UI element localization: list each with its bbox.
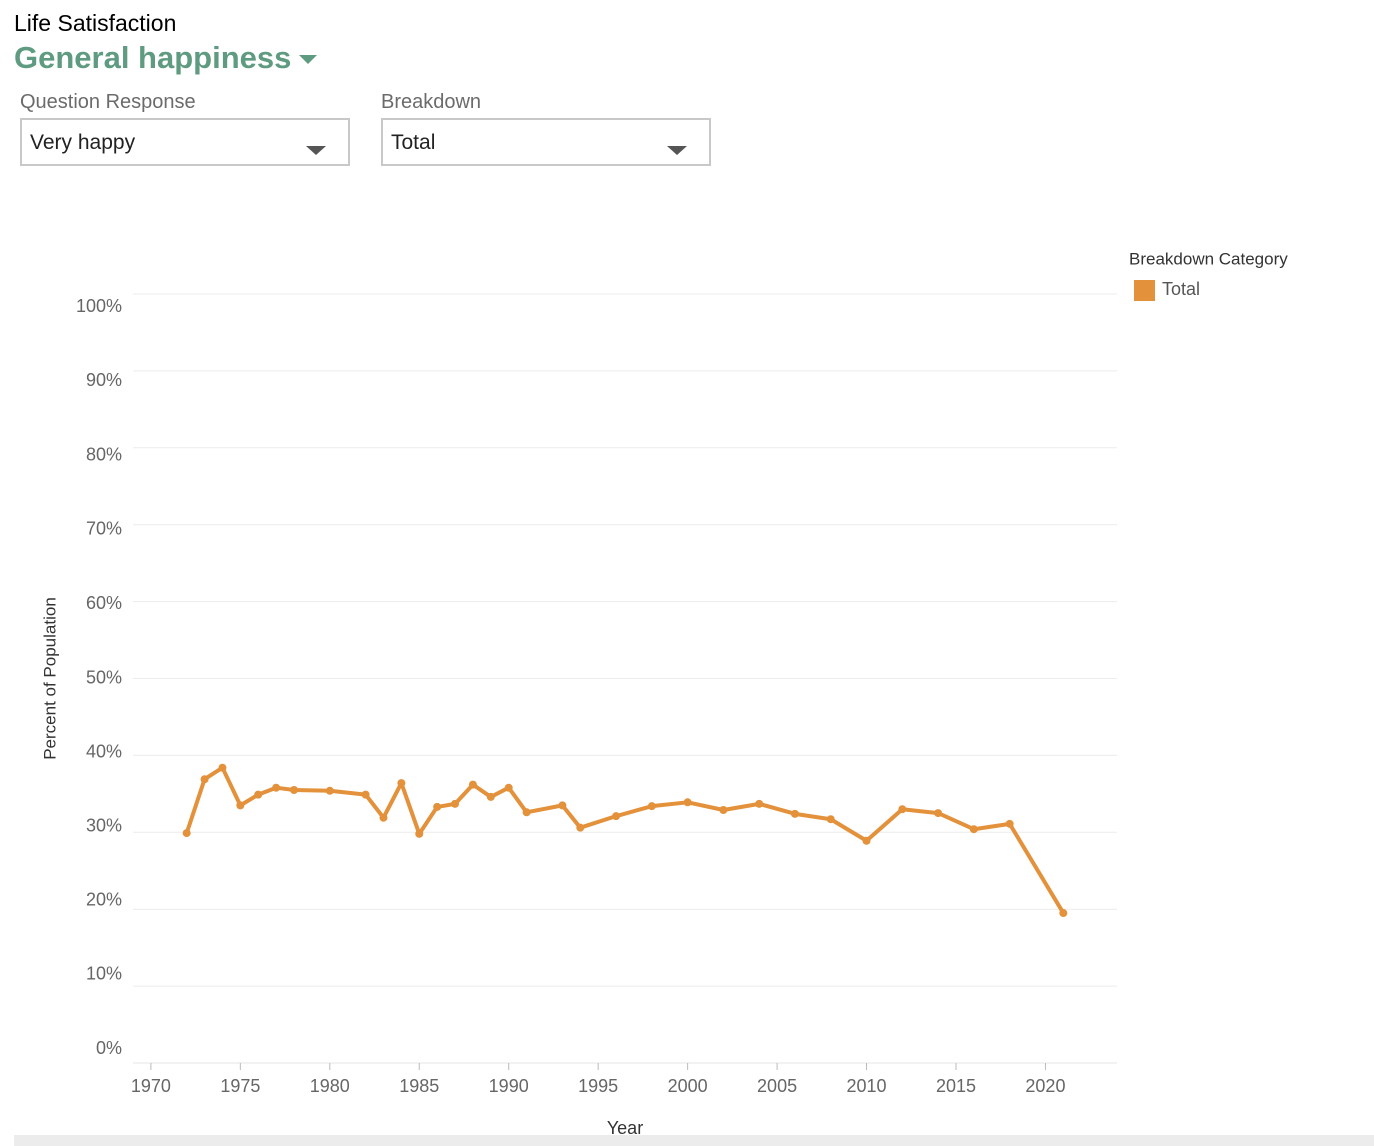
filter-dropdown[interactable]: Very happy	[20, 118, 350, 166]
y-tick-label: 60%	[86, 593, 122, 613]
point	[236, 801, 245, 810]
filter-dropdown[interactable]: Total	[381, 118, 711, 166]
x-tick-label: 1995	[578, 1076, 618, 1096]
point	[790, 809, 799, 818]
y-tick-label: 20%	[86, 890, 122, 910]
point	[934, 809, 943, 818]
point	[361, 790, 370, 799]
point	[254, 790, 263, 799]
point	[290, 786, 299, 795]
point	[683, 798, 692, 807]
x-tick-label: 1985	[399, 1076, 439, 1096]
x-tick-label: 1990	[489, 1076, 529, 1096]
point	[1059, 909, 1068, 918]
point	[468, 780, 477, 789]
legend-label: Total	[1162, 279, 1200, 299]
filter-value: Total	[391, 131, 436, 154]
dropdown-arrow	[299, 54, 318, 64]
x-tick-label: 1975	[220, 1076, 260, 1096]
y-tick-label: 40%	[86, 741, 122, 761]
point	[1005, 819, 1014, 828]
title: General happiness	[14, 40, 292, 75]
point	[576, 823, 585, 832]
legend-title: Breakdown Category	[1129, 249, 1288, 268]
x-tick-label: 1970	[131, 1076, 171, 1096]
y-tick-label: 90%	[86, 370, 122, 390]
line	[184, 765, 1066, 915]
x-tick-label: 2000	[668, 1076, 708, 1096]
x-tick-label: 2020	[1025, 1076, 1065, 1096]
x-axis-title: Year	[607, 1118, 643, 1138]
y-tick-label: 30%	[86, 815, 122, 835]
point	[504, 783, 513, 792]
point	[522, 808, 531, 817]
y-tick-label: 80%	[86, 444, 122, 464]
y-tick-label: 10%	[86, 964, 122, 984]
point	[719, 805, 728, 814]
point	[182, 829, 191, 838]
dropdown-arrow	[306, 146, 326, 155]
point	[218, 763, 227, 772]
point	[647, 802, 656, 811]
title-dropdown[interactable]: General happiness	[14, 40, 318, 76]
point	[451, 799, 460, 808]
filter-label: Breakdown	[381, 91, 482, 113]
legend-swatch	[1134, 280, 1155, 301]
x-tick-label: 2010	[847, 1076, 887, 1096]
filter-value: Very happy	[30, 131, 136, 154]
point	[379, 813, 388, 822]
toolbar	[14, 1135, 1374, 1146]
point	[969, 825, 978, 834]
point	[272, 783, 281, 792]
point	[558, 801, 567, 810]
dropdown-arrow	[667, 146, 687, 155]
point	[433, 802, 442, 811]
point	[325, 786, 334, 795]
point	[862, 836, 871, 845]
point	[612, 812, 621, 821]
y-tick-label: 0%	[96, 1038, 122, 1058]
filter-label: Question Response	[20, 91, 196, 113]
point	[200, 775, 209, 784]
point	[898, 805, 907, 814]
point	[397, 779, 406, 788]
x-tick-label: 1980	[310, 1076, 350, 1096]
point	[755, 799, 764, 808]
y-tick-label: 100%	[76, 296, 122, 316]
point	[826, 815, 835, 824]
y-tick-label: 50%	[86, 667, 122, 687]
x-tick-label: 2015	[936, 1076, 976, 1096]
y-axis-title: Percent of Population	[40, 597, 59, 760]
y-tick-label: 70%	[86, 519, 122, 539]
x-tick-label: 2005	[757, 1076, 797, 1096]
point	[486, 792, 495, 801]
point	[415, 829, 424, 838]
kicker: Life Satisfaction	[14, 10, 177, 36]
